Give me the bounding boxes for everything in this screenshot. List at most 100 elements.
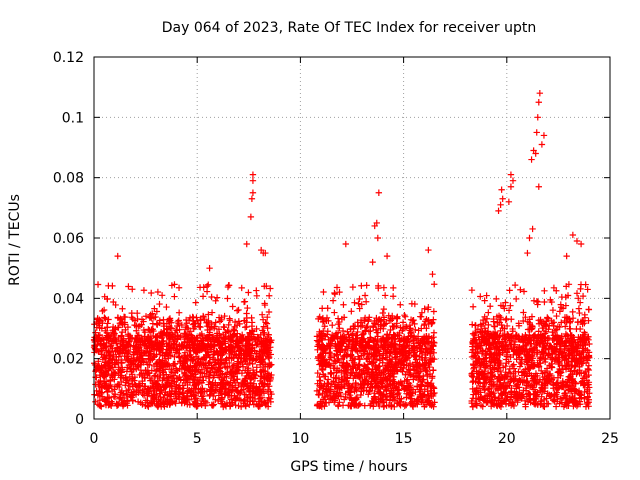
data-point	[150, 394, 157, 402]
data-point-peak	[509, 177, 517, 184]
data-point	[220, 323, 227, 331]
data-point	[142, 342, 149, 349]
data-point	[111, 336, 118, 343]
x-tick-label: 0	[90, 431, 99, 447]
data-point	[199, 312, 207, 320]
data-point	[261, 347, 269, 355]
data-point	[354, 319, 361, 326]
data-point	[379, 309, 386, 317]
data-point	[163, 303, 170, 311]
data-point	[260, 323, 267, 330]
data-point	[198, 330, 205, 338]
data-point	[586, 340, 593, 348]
data-point	[168, 325, 175, 332]
data-point	[235, 347, 242, 354]
data-point	[172, 369, 179, 376]
data-point-peak	[369, 258, 376, 266]
data-point	[236, 350, 243, 358]
data-point	[225, 321, 232, 329]
data-point	[264, 333, 272, 341]
data-point	[222, 335, 229, 342]
data-point	[209, 365, 216, 372]
data-point	[215, 392, 223, 399]
data-point	[184, 389, 191, 397]
data-point	[157, 363, 165, 370]
data-point	[361, 292, 369, 299]
data-point	[512, 295, 520, 303]
data-point	[184, 324, 192, 332]
data-point	[260, 355, 267, 363]
data-point	[486, 303, 494, 310]
data-point	[119, 337, 126, 344]
data-point	[261, 380, 269, 387]
data-point	[266, 359, 273, 367]
data-point	[244, 304, 251, 312]
data-point	[175, 385, 182, 393]
data-point	[93, 335, 100, 343]
data-point	[100, 395, 108, 403]
data-point	[234, 360, 241, 367]
y-tick-label: 0.06	[53, 231, 84, 247]
data-point	[239, 342, 247, 349]
data-point	[233, 395, 240, 402]
data-point	[248, 334, 256, 342]
data-point	[192, 299, 199, 306]
data-point-peak	[524, 249, 531, 257]
y-axis-title: ROTI / TECUs	[7, 194, 23, 286]
data-point	[170, 360, 178, 367]
data-point	[243, 361, 251, 368]
data-point	[102, 315, 109, 322]
data-point	[142, 313, 150, 320]
data-point	[111, 361, 119, 368]
data-point	[114, 382, 121, 390]
data-point-peak	[499, 195, 506, 202]
data-point	[172, 400, 179, 407]
data-point	[246, 356, 253, 363]
data-point	[208, 401, 216, 408]
data-point	[191, 323, 199, 331]
data-point	[315, 391, 322, 398]
data-point	[105, 316, 112, 323]
data-point	[196, 345, 204, 352]
data-point	[187, 347, 194, 355]
data-point	[128, 309, 135, 317]
data-point	[556, 308, 564, 315]
data-point	[241, 378, 249, 385]
data-point	[110, 298, 117, 306]
x-tick-label: 10	[291, 431, 309, 447]
x-tick-label: 5	[193, 431, 202, 447]
data-point	[226, 403, 234, 410]
data-point	[203, 354, 210, 361]
data-point	[115, 324, 122, 331]
data-point	[363, 282, 370, 289]
data-point-peak	[425, 246, 432, 254]
data-point	[206, 378, 213, 386]
data-point	[151, 305, 158, 312]
data-point	[184, 374, 191, 382]
data-point	[147, 385, 154, 392]
data-point	[124, 323, 132, 331]
data-point	[503, 315, 510, 323]
data-point	[261, 301, 269, 309]
data-point-peak	[526, 234, 533, 242]
data-point	[250, 355, 257, 362]
data-point	[245, 289, 252, 296]
data-point	[135, 332, 143, 339]
data-point	[101, 373, 108, 380]
data-point	[249, 341, 256, 348]
data-point	[380, 284, 388, 291]
data-point	[104, 398, 111, 405]
data-point	[129, 397, 136, 405]
data-point	[114, 401, 122, 409]
data-point	[235, 318, 243, 325]
data-point	[258, 343, 265, 351]
data-point	[254, 334, 262, 342]
data-point	[128, 394, 135, 401]
data-point	[553, 312, 560, 320]
data-point	[264, 381, 271, 388]
data-point	[185, 339, 193, 346]
data-point	[194, 320, 202, 327]
data-point	[215, 326, 223, 333]
data-point	[129, 383, 136, 390]
